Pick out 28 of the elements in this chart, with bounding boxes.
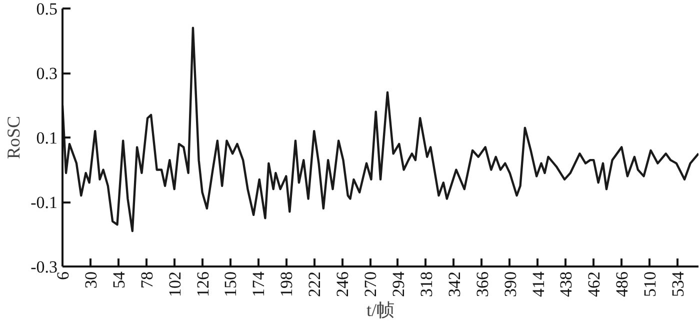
x-tick-label: 246: [333, 272, 352, 297]
x-tick-label: 438: [556, 272, 576, 297]
x-tick-label: 222: [305, 272, 324, 297]
y-tick-label: 0.5: [36, 0, 58, 18]
y-tick-label: -0.1: [30, 193, 58, 212]
x-tick-label: 102: [165, 272, 184, 297]
x-tick-label: 534: [668, 271, 688, 297]
x-tick-label: 126: [193, 272, 212, 297]
y-tick-label: 0.3: [36, 64, 58, 83]
x-tick-label: 414: [528, 271, 548, 297]
x-tick-label: 30: [81, 272, 100, 288]
x-tick-label: 366: [472, 272, 492, 297]
x-tick-label: 510: [640, 272, 660, 297]
x-tick-label: 150: [221, 272, 240, 297]
x-tick-label: 318: [416, 272, 436, 297]
y-axis-title: RoSC: [4, 116, 24, 160]
x-tick-label: 294: [388, 271, 408, 297]
x-tick-label: 174: [249, 271, 268, 297]
x-tick-label: 462: [584, 272, 604, 297]
x-tick-label: 342: [444, 272, 464, 297]
x-tick-label: 270: [361, 272, 380, 297]
y-tick-label: 0.1: [36, 128, 58, 148]
x-tick-label: 198: [277, 272, 296, 297]
x-tick-label: 78: [137, 272, 156, 288]
x-tick-label: 390: [500, 272, 520, 297]
x-tick-label: 486: [612, 272, 632, 297]
x-tick-label: 54: [109, 271, 128, 288]
x-axis-title: t/帧: [366, 300, 395, 320]
